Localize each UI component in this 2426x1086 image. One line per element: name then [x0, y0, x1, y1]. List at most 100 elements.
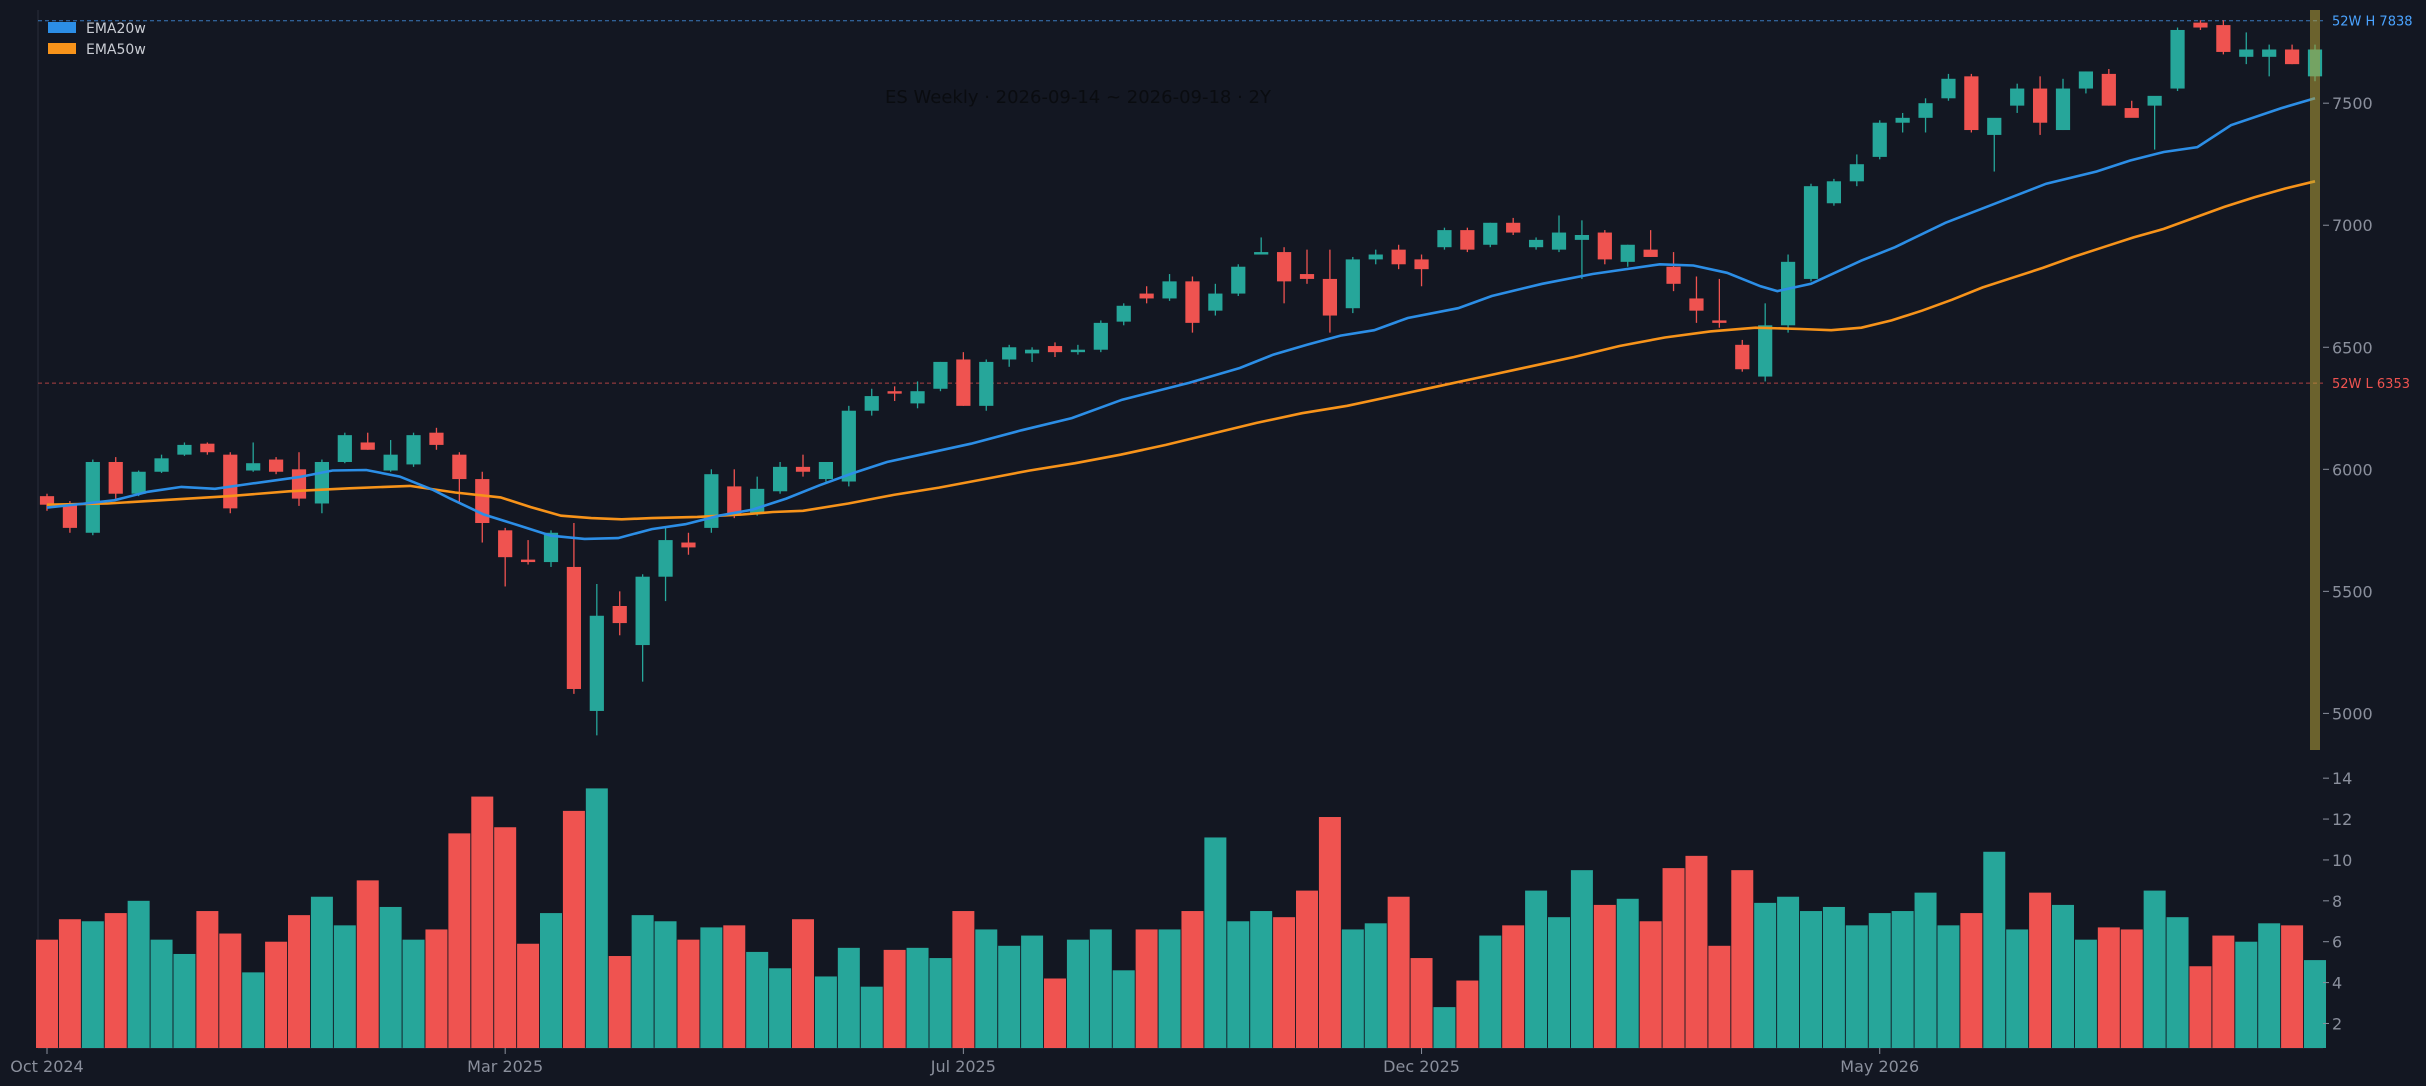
volume-bar	[1754, 902, 1777, 1048]
volume-tick-label: 10	[2332, 851, 2352, 870]
candle-body	[1712, 320, 1727, 323]
candle-body	[2055, 88, 2071, 131]
candle-body	[1758, 325, 1773, 377]
volume-bar	[860, 986, 883, 1048]
volume-bar	[1960, 913, 1983, 1048]
price-tick-label: 6500	[2332, 338, 2373, 357]
candle-body	[1368, 254, 1383, 260]
candle-body	[1024, 349, 1040, 354]
volume-bar	[700, 927, 723, 1048]
volume-bar	[1112, 970, 1135, 1048]
candle-body	[39, 496, 55, 505]
volume-bar	[2097, 927, 2120, 1048]
candle-body	[818, 461, 834, 480]
volume-bar	[150, 939, 173, 1048]
candle-body	[887, 391, 902, 394]
volume-tick-label: 12	[2332, 810, 2352, 829]
volume-bar	[1548, 917, 1570, 1048]
volume-bar	[677, 939, 700, 1048]
volume-bar	[1433, 1007, 1456, 1048]
candle-body	[1551, 232, 1567, 250]
candle-body	[1414, 259, 1429, 270]
candle-body	[383, 454, 398, 471]
candle-body	[1803, 186, 1819, 279]
volume-bar	[1410, 958, 1433, 1048]
volume-bar	[1318, 817, 1341, 1048]
legend: EMA20w EMA50w	[48, 21, 146, 58]
volume-bar	[1341, 929, 1364, 1048]
volume-bar	[998, 945, 1021, 1048]
candle-body	[1437, 230, 1452, 248]
ema20-line	[46, 97, 2316, 541]
candle-body	[589, 615, 604, 711]
candle-body	[612, 605, 627, 624]
candle-body	[498, 530, 513, 558]
volume-bar	[425, 929, 448, 1048]
volume-bar	[242, 972, 265, 1048]
volume-bar	[356, 880, 379, 1048]
volume-bar	[792, 919, 814, 1048]
volume-bar	[1387, 896, 1410, 1048]
current-week-highlight	[2310, 10, 2320, 750]
volume-bar	[585, 788, 608, 1048]
volume-bar	[1800, 911, 1822, 1048]
price-tick-label: 7500	[2332, 94, 2373, 113]
candle-body	[933, 361, 948, 389]
candle-body	[1826, 181, 1842, 204]
volume-tick-label: 8	[2332, 892, 2342, 911]
legend-swatch	[48, 43, 76, 54]
volume-bar	[2166, 917, 2189, 1048]
candle-body	[841, 410, 856, 482]
volume-bar	[929, 958, 952, 1048]
volume-bar	[1456, 980, 1479, 1048]
candle-body	[314, 461, 330, 504]
volume-bar	[1135, 929, 1158, 1048]
candle-body	[1276, 252, 1292, 282]
volume-bar	[1296, 890, 1318, 1048]
volume-bar	[196, 911, 219, 1048]
volume-bar	[265, 941, 288, 1048]
candle-body	[360, 442, 375, 450]
date-tick-label: May 2026	[1840, 1057, 1919, 1076]
candle-body	[291, 469, 307, 499]
volume-bar	[2074, 939, 2097, 1048]
date-tick-label: Dec 2025	[1383, 1057, 1460, 1076]
volume-bar	[1066, 939, 1089, 1048]
volume-bar	[1364, 923, 1387, 1048]
volume-bar	[952, 911, 975, 1048]
candle-body	[543, 532, 559, 563]
volume-tick-label: 6	[2332, 933, 2342, 952]
candle-body	[1895, 117, 1910, 123]
volume-bar	[1570, 870, 1593, 1048]
volume-bar	[1662, 868, 1685, 1048]
legend-swatch	[48, 22, 76, 33]
volume-bar	[2189, 966, 2212, 1048]
candle-body	[1299, 274, 1315, 279]
candle-body	[772, 466, 788, 492]
candle-body	[2262, 49, 2277, 57]
candle-body	[1139, 293, 1154, 299]
volume-bar	[127, 900, 150, 1048]
volume-bar	[2304, 960, 2326, 1048]
candle-body	[1391, 249, 1406, 265]
volume-bar	[723, 925, 746, 1048]
volume-bar	[173, 953, 196, 1048]
candle-body	[681, 542, 696, 548]
candle-body	[1162, 281, 1177, 299]
candle-body	[566, 566, 582, 689]
volume-bar	[1089, 929, 1112, 1048]
candle-body	[1208, 293, 1223, 311]
volume-bar	[1204, 837, 1227, 1048]
candle-body	[979, 361, 994, 406]
candle-body	[795, 466, 811, 472]
volume-bar	[1044, 978, 1066, 1048]
candle-body	[727, 486, 742, 516]
candle-body	[108, 461, 123, 494]
reference-lines: 52W H 7838 52W L 6353	[38, 15, 2413, 392]
candle-body	[2147, 95, 2162, 106]
volume-bar	[402, 939, 425, 1048]
candle-body	[1070, 349, 1086, 353]
volume-bar	[1777, 896, 1800, 1048]
candle-body	[2124, 108, 2139, 118]
candle-body	[154, 458, 169, 472]
